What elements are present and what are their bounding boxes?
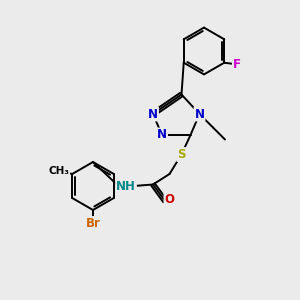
Text: NH: NH — [116, 179, 136, 193]
Text: F: F — [233, 58, 241, 71]
Text: N: N — [148, 107, 158, 121]
Text: CH₃: CH₃ — [48, 166, 69, 176]
Text: N: N — [157, 128, 167, 142]
Text: Br: Br — [85, 217, 100, 230]
Text: N: N — [194, 107, 205, 121]
Text: O: O — [164, 193, 175, 206]
Text: S: S — [177, 148, 186, 161]
